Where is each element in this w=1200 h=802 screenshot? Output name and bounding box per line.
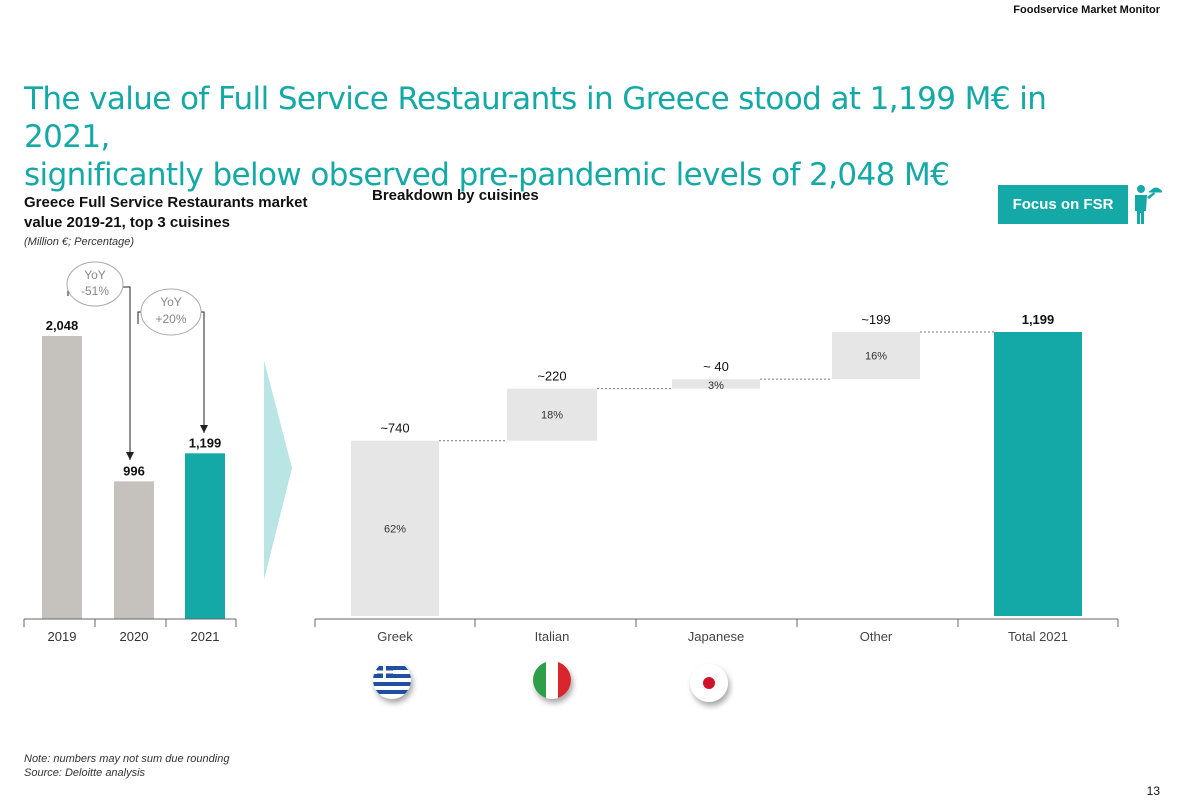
waterfall-value-label-other: ~199 (861, 312, 890, 327)
waterfall-chart: ~740 62% ~220 18% ~ 40 3% ~199 16% 1,199 Greek It… (314, 312, 1119, 644)
page-number: 13 (1146, 784, 1160, 798)
waterfall-share-label-italian: 18% (541, 410, 563, 422)
page-title-line-1: The value of Full Service Restaurants in… (24, 81, 1047, 155)
bar-2019 (42, 336, 82, 619)
x-tick-label-2020: 2020 (120, 629, 149, 644)
waterfall-x-tick-japanese: Japanese (688, 629, 744, 644)
bar-2020 (114, 481, 154, 619)
waterfall-share-label-greek: 62% (384, 523, 406, 535)
waterfall-share-label-japanese: 3% (708, 380, 724, 392)
left-chart-title: Greece Full Service Restaurants market v… (24, 194, 308, 231)
page-title-line-2: significantly below observed pre-pandemi… (24, 157, 950, 193)
yoy-2020-label: YoY (84, 268, 106, 282)
bar-value-label-2021: 1,199 (189, 435, 222, 450)
yoy-2021-value: +20% (155, 312, 186, 326)
waiter-icon (1132, 183, 1162, 230)
x-tick-label-2019: 2019 (48, 629, 77, 644)
left-chart-units: (Million €; Percentage) (24, 236, 135, 248)
waterfall-bar-japanese (672, 379, 760, 389)
waterfall-value-label-italian: ~220 (537, 369, 566, 384)
right-chart-title: Breakdown by cuisines (372, 187, 539, 204)
report-header-label: Foodservice Market Monitor (1013, 4, 1160, 16)
waterfall-share-label-other: 16% (865, 351, 887, 363)
waterfall-value-label-japanese: ~ 40 (703, 359, 729, 374)
x-tick-label-2021: 2021 (191, 629, 220, 644)
waterfall-bar-total-2021 (994, 332, 1082, 616)
bar-value-label-2020: 996 (123, 463, 145, 478)
page-title: The value of Full Service Restaurants in… (24, 80, 1124, 194)
greece-flag-icon (373, 661, 411, 699)
yoy-2021-label: YoY (160, 295, 182, 309)
note-text: Note: numbers may not sum due rounding (24, 753, 230, 765)
waterfall-value-label-total-2021: 1,199 (1022, 312, 1055, 327)
waterfall-bar-other (832, 332, 920, 380)
waterfall-x-tick-other: Other (860, 629, 893, 644)
waterfall-x-tick-italian: Italian (535, 629, 570, 644)
bar-2021 (185, 453, 225, 619)
waterfall-x-tick-total-2021: Total 2021 (1008, 629, 1068, 644)
yoy-2021-bubble (140, 288, 202, 336)
yoy-2020-value: -51% (81, 284, 109, 298)
source-text: Source: Deloitte analysis (24, 767, 146, 779)
chevron-arrow-icon (264, 360, 292, 580)
japan-flag-icon (690, 664, 728, 702)
waterfall-value-label-greek: ~740 (380, 421, 409, 436)
bar-value-label-2019: 2,048 (46, 318, 79, 333)
focus-on-fsr-badge: Focus on FSR (998, 185, 1128, 224)
left-bar-chart: 2,048 996 1,199 YoY -51% YoY +20% 2019 2020… (23, 261, 237, 644)
yoy-2020-bubble (66, 261, 124, 307)
waterfall-bar-greek (351, 440, 439, 616)
waterfall-x-tick-greek: Greek (377, 629, 413, 644)
waterfall-bar-italian (507, 388, 597, 441)
italy-flag-icon (533, 661, 571, 699)
footnote: Note: numbers may not sum due rounding S… (24, 752, 229, 780)
